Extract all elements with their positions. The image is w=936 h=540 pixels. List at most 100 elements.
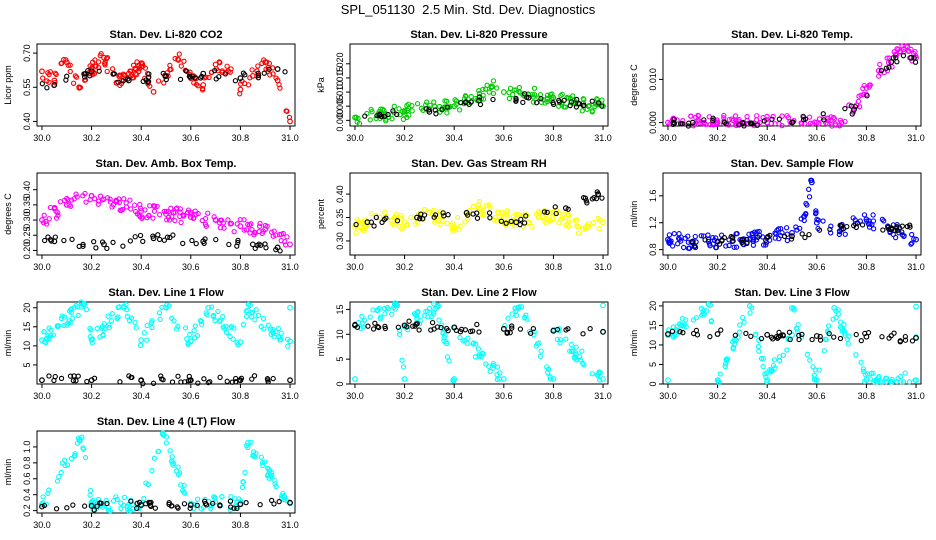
plot-frame [36, 172, 296, 256]
plot-frame [662, 172, 922, 256]
data-point [151, 208, 158, 214]
data-point [178, 63, 184, 69]
data-point [801, 213, 808, 219]
data-point [120, 243, 126, 249]
data-point [175, 57, 182, 63]
data-point [170, 462, 176, 468]
data-point [844, 336, 850, 342]
data-point [120, 304, 127, 311]
y-tick-label: 15 [22, 322, 32, 332]
data-point [421, 313, 427, 319]
data-point [507, 330, 513, 336]
data-point [401, 219, 408, 226]
data-point [421, 212, 428, 218]
plot-frame [36, 43, 296, 127]
data-point [234, 243, 240, 249]
data-point [125, 70, 132, 77]
data-point [354, 119, 360, 125]
data-point [789, 304, 795, 311]
data-point [147, 502, 153, 508]
data-point [46, 71, 52, 78]
data-point [70, 502, 76, 508]
x-tick-label: 31.0 [907, 262, 925, 272]
data-point [58, 375, 65, 382]
data-point [496, 210, 502, 216]
data-point [894, 46, 900, 52]
data-point [394, 111, 400, 118]
data-point [243, 499, 249, 506]
data-point [237, 377, 244, 384]
data-point [549, 96, 555, 102]
data-point [714, 377, 721, 383]
data-point [744, 113, 750, 120]
data-point [533, 343, 539, 349]
data-point [110, 239, 116, 246]
data-point [262, 59, 269, 66]
y-tick-label: 1.0 [22, 441, 32, 454]
data-point [163, 304, 169, 311]
data-point [666, 237, 672, 244]
data-point [259, 230, 265, 236]
data-point [677, 329, 683, 335]
data-point [813, 210, 819, 216]
data-point [378, 314, 384, 320]
data-point [117, 379, 123, 385]
data-point [515, 304, 521, 311]
data-point [743, 330, 749, 337]
data-point [568, 341, 575, 348]
data-point [287, 118, 293, 125]
data-point [155, 448, 162, 455]
y-tick-label: 10 [22, 341, 32, 351]
data-point [853, 352, 859, 358]
x-tick-label: 30.4 [445, 262, 463, 272]
data-point [405, 327, 411, 333]
y-tick-label: 15 [648, 320, 658, 330]
data-point [679, 322, 685, 328]
data-point [544, 98, 550, 105]
y-tick-label: 5 [648, 362, 658, 367]
data-point [74, 194, 80, 200]
panel-title: Stan. Dev. Line 1 Flow [108, 287, 224, 299]
data-point [563, 327, 569, 333]
data-point [763, 240, 770, 246]
data-point [237, 81, 244, 87]
data-point [689, 119, 696, 126]
data-point [580, 331, 586, 337]
data-point [58, 60, 64, 67]
data-point [912, 49, 918, 55]
data-point [53, 506, 60, 512]
data-point [198, 318, 205, 325]
data-point [462, 337, 468, 344]
data-point [831, 304, 838, 311]
data-point [212, 499, 219, 505]
data-point [589, 109, 595, 115]
data-point [737, 322, 743, 328]
data-point [132, 319, 138, 325]
y-axis-label: ml/min [3, 330, 13, 357]
data-point [491, 362, 497, 368]
data-point [284, 234, 290, 240]
data-point [58, 315, 65, 322]
data-point [158, 373, 164, 379]
data-point [459, 326, 465, 333]
data-point [704, 308, 710, 314]
data-point [689, 238, 696, 245]
data-point [523, 213, 529, 219]
data-point [62, 462, 68, 469]
y-tick-label: 0 [648, 381, 658, 386]
data-point [361, 228, 367, 234]
data-point [132, 65, 138, 72]
data-point [494, 217, 500, 223]
data-point [838, 119, 845, 126]
data-point [177, 206, 183, 212]
data-point [909, 240, 915, 246]
data-point [106, 324, 113, 331]
data-point [231, 228, 237, 235]
data-point [128, 206, 134, 212]
data-point [68, 306, 74, 312]
x-tick-label: 31.0 [594, 133, 612, 143]
data-point [813, 119, 820, 126]
data-point [424, 308, 431, 314]
data-point [775, 226, 782, 232]
data-point [556, 220, 562, 226]
